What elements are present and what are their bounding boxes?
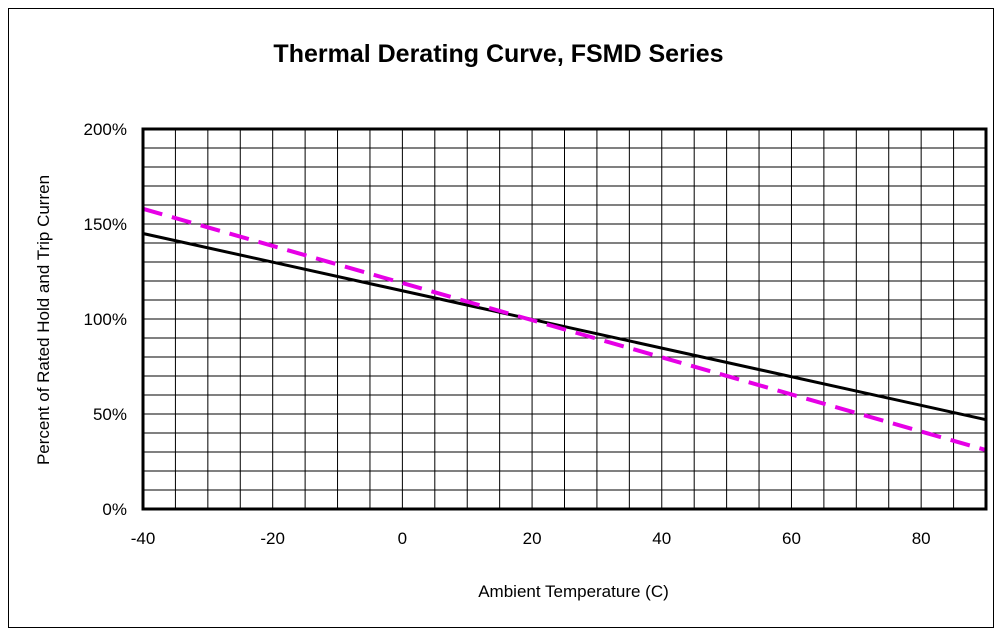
y-tick-label: 150%	[84, 215, 127, 234]
y-tick-label: 50%	[93, 405, 127, 424]
x-tick-label: -40	[131, 529, 156, 548]
x-tick-label: 80	[912, 529, 931, 548]
series-line-1	[142, 232, 987, 422]
x-tick-label: 40	[652, 529, 671, 548]
x-tick-label: -20	[260, 529, 285, 548]
y-axis-label: Percent of Rated Hold and Trip Curren	[34, 174, 53, 466]
series-layer	[142, 206, 987, 453]
grid	[143, 129, 986, 509]
x-tick-label: 60	[782, 529, 801, 548]
x-tick-label: 0	[398, 529, 407, 548]
series-line-2	[142, 206, 987, 453]
chart-title: Thermal Derating Curve, FSMD Series	[273, 40, 724, 68]
plot-area-border	[141, 127, 988, 511]
chart-frame	[8, 8, 994, 628]
y-tick-label: 0%	[102, 500, 127, 519]
y-axis-ticks: 0% 50% 100% 150% 200%	[84, 120, 127, 519]
x-axis-ticks: -40 -20 0 20 40 60 80	[131, 529, 931, 548]
x-axis-label: Ambient Temperature (C)	[478, 582, 669, 601]
x-tick-label: 20	[523, 529, 542, 548]
y-tick-label: 100%	[84, 310, 127, 329]
y-tick-label: 200%	[84, 120, 127, 139]
